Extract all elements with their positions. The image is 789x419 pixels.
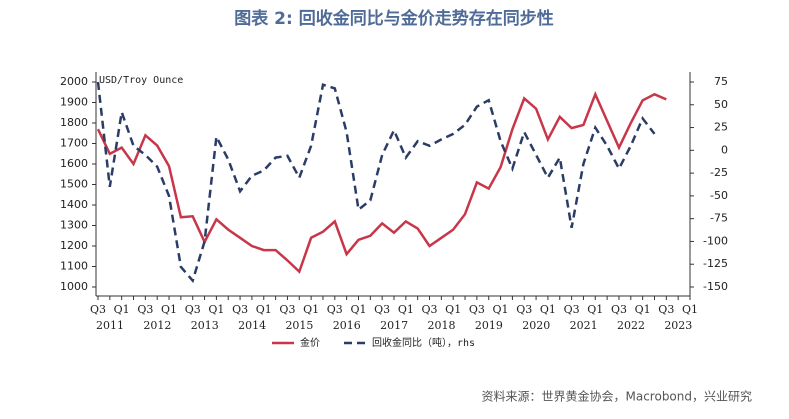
- y-tick-label: 1400: [60, 198, 88, 211]
- x-year-label: 2022: [617, 319, 645, 332]
- x-tick-label: Q1: [303, 303, 319, 316]
- y-tick-label: 1800: [60, 116, 88, 129]
- x-tick-label: Q3: [327, 303, 343, 316]
- x-year-label: 2019: [475, 319, 503, 332]
- y2-tick-label: -50: [710, 189, 728, 202]
- x-tick-label: Q1: [635, 303, 651, 316]
- y-tick-label: 1900: [60, 96, 88, 109]
- x-tick-label: Q3: [279, 303, 295, 316]
- x-tick-label: Q3: [137, 303, 153, 316]
- y-tick-label: 2000: [60, 75, 88, 88]
- y2-tick-label: -150: [703, 280, 728, 293]
- y-tick-label: 1100: [60, 260, 88, 273]
- x-tick-label: Q1: [256, 303, 272, 316]
- x-year-label: 2012: [143, 319, 171, 332]
- series-line: [96, 81, 656, 284]
- x-tick-label: Q3: [564, 303, 580, 316]
- x-tick-label: Q3: [469, 303, 485, 316]
- x-year-label: 2013: [191, 319, 219, 332]
- y-tick-label: 1500: [60, 178, 88, 191]
- x-tick-label: Q3: [374, 303, 390, 316]
- x-tick-label: Q1: [493, 303, 509, 316]
- legend-label: 回收金同比（吨），rhs: [372, 336, 475, 349]
- x-year-label: 2011: [96, 319, 124, 332]
- y-unit-label: USD/Troy Ounce: [99, 75, 183, 86]
- y2-tick-label: -125: [703, 257, 728, 270]
- chart-title: 图表 2: 回收金同比与金价走势存在同步性: [234, 8, 553, 29]
- x-tick-label: Q1: [161, 303, 177, 316]
- legend-label: 金价: [300, 336, 320, 349]
- x-tick-label: Q1: [682, 303, 698, 316]
- x-year-label: 2016: [333, 319, 361, 332]
- x-tick-label: Q3: [185, 303, 201, 316]
- x-year-label: 2023: [664, 319, 692, 332]
- y2-tick-label: 50: [714, 98, 728, 111]
- x-year-label: 2017: [380, 319, 408, 332]
- x-tick-label: Q1: [398, 303, 414, 316]
- x-tick-label: Q1: [350, 303, 366, 316]
- x-tick-label: Q1: [587, 303, 603, 316]
- y2-tick-label: -25: [710, 166, 728, 179]
- x-year-label: 2014: [238, 319, 266, 332]
- y2-tick-label: -100: [703, 234, 728, 247]
- x-tick-label: Q3: [516, 303, 532, 316]
- series-line: [96, 91, 667, 274]
- x-tick-label: Q3: [422, 303, 438, 316]
- y-tick-label: 1700: [60, 137, 88, 150]
- y2-tick-label: -75: [710, 212, 728, 225]
- x-tick-label: Q1: [208, 303, 224, 316]
- x-year-label: 2021: [570, 319, 598, 332]
- x-tick-label: Q1: [445, 303, 461, 316]
- x-tick-label: Q1: [540, 303, 556, 316]
- x-tick-label: Q3: [232, 303, 248, 316]
- x-year-label: 2015: [285, 319, 313, 332]
- x-tick-label: Q3: [90, 303, 106, 316]
- y2-tick-label: 75: [714, 75, 728, 88]
- y2-tick-label: 0: [721, 143, 728, 156]
- y-tick-label: 1600: [60, 157, 88, 170]
- x-year-label: 2018: [428, 319, 456, 332]
- y-tick-label: 1000: [60, 280, 88, 293]
- y-tick-label: 1300: [60, 219, 88, 232]
- source-note: 资料来源：世界黄金协会，Macrobond，兴业研究: [482, 389, 753, 404]
- y-tick-label: 1200: [60, 239, 88, 252]
- y2-tick-label: 25: [714, 121, 728, 134]
- x-tick-label: Q1: [114, 303, 130, 316]
- x-tick-label: Q3: [611, 303, 627, 316]
- x-year-label: 2020: [522, 319, 550, 332]
- x-tick-label: Q3: [658, 303, 674, 316]
